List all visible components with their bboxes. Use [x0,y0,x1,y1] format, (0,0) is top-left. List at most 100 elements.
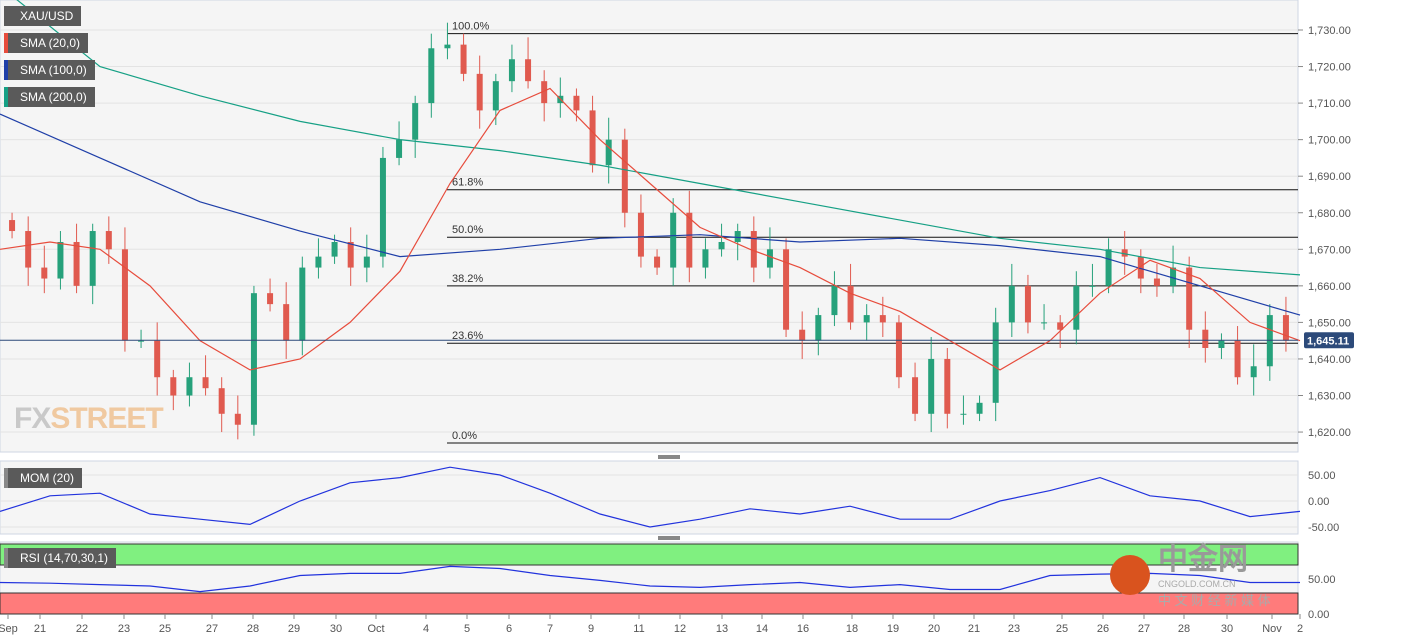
candle-body [863,315,870,323]
sma100-line [0,113,1301,316]
y-tick-label: 1,660.00 [1308,281,1351,293]
candle-body [573,95,580,111]
legend-mom[interactable]: MOM (20) [4,468,82,488]
candle-body [492,81,499,111]
candle-body [396,139,403,158]
candle-body [412,103,419,140]
x-tick-label: 5 [464,623,470,635]
candle-body [234,413,241,425]
candle-body [508,59,515,82]
candle-body [363,256,370,268]
x-tick-label: 12 [674,623,686,635]
x-tick-label: 2 [1297,623,1303,635]
x-tick-label: 30 [1221,623,1233,635]
candle-body [847,285,854,323]
symbol-label[interactable]: XAU/USD [4,6,82,26]
candle-body [1057,322,1064,330]
candle-body [73,241,80,286]
x-tick-label: 16 [797,623,809,635]
fib-label: 61.8% [452,177,483,189]
resize-handle-1[interactable] [658,455,680,459]
candle-body [1041,322,1048,324]
candle-body [750,231,757,268]
x-tick-label: 13 [716,623,728,635]
x-tick-label: Nov [1262,623,1282,635]
x-tick-label: 23 [1008,623,1020,635]
y-tick-label: 1,630.00 [1308,391,1351,403]
candle-body [670,212,677,268]
candle-body [944,358,951,414]
legend-sma100[interactable]: SMA (100,0) [4,60,95,80]
candle-body [831,285,838,316]
candle-body [960,413,967,415]
y-tick-label: 1,720.00 [1308,62,1351,74]
mom-tick-label: 0.00 [1308,496,1329,508]
candle-body [976,402,983,414]
fib-label: 100.0% [452,21,490,33]
candle-body [1105,249,1112,286]
x-tick-label: 18 [846,623,858,635]
mom-tick-label: 50.00 [1308,470,1336,482]
fxstreet-watermark: FXSTREET [14,402,164,435]
candle-body [428,48,435,104]
rsi-tick-label: 0.00 [1308,609,1329,621]
x-tick-label: 28 [247,623,259,635]
cngold-watermark: 中金网 CNGOLD.COM.CN 中 文 财 经 新 媒 体 [1110,543,1290,611]
y-tick-label: 1,650.00 [1308,317,1351,329]
candle-body [57,241,64,279]
candle-body [9,220,16,232]
legend-sma200[interactable]: SMA (200,0) [4,87,95,107]
x-tick-label: 21 [968,623,980,635]
candle-body [170,377,177,396]
x-tick-label: 25 [1056,623,1068,635]
y-tick-label: 1,710.00 [1308,98,1351,110]
candle-body [331,241,338,257]
x-tick-label: 21 [34,623,46,635]
rsi-tick-label: 50.00 [1308,574,1336,586]
fib-label: 23.6% [452,330,483,342]
candle-body [1024,285,1031,323]
mom-tick-label: -50.00 [1308,522,1339,534]
x-tick-label: 30 [330,623,342,635]
candle-body [202,377,209,389]
candle-body [1089,285,1096,287]
y-tick-label: 1,620.00 [1308,427,1351,439]
candle-body [718,241,725,250]
candle-body [41,267,48,279]
y-tick-label: 1,680.00 [1308,208,1351,220]
candle-body [1234,340,1241,378]
main-panel [0,0,1299,453]
y-tick-label: 1,700.00 [1308,135,1351,147]
candle-body [121,249,128,341]
candle-body [637,212,644,257]
x-tick-label: Oct [367,623,384,635]
candle-body [1170,267,1177,286]
candle-body [1282,315,1289,341]
candle-body [879,315,886,323]
candle-body [815,315,822,341]
x-tick-label: 23 [118,623,130,635]
candle-body [702,249,709,268]
x-tick-label: 26 [1097,623,1109,635]
candle-body [734,231,741,242]
candle-body [686,212,693,268]
rsi-overbought-band [0,543,1299,566]
candle-body [267,293,274,305]
x-tick-label: 27 [1138,623,1150,635]
candle-body [992,322,999,403]
legend-sma20[interactable]: SMA (20,0) [4,33,89,53]
cngold-title: 中金网 [1158,543,1248,576]
candle-body [476,73,483,111]
candle-body [1121,249,1128,257]
candle-body [541,81,548,104]
candle-body [1186,267,1193,330]
resize-handle-2[interactable] [658,536,680,540]
y-tick-label: 1,670.00 [1308,244,1351,256]
candle-body [783,249,790,330]
candle-body [218,388,225,414]
candle-body [1218,340,1225,348]
legend-rsi[interactable]: RSI (14,70,30,1) [4,548,117,568]
candle-body [186,377,193,396]
x-tick-label: 29 [288,623,300,635]
candle-body [1137,256,1144,279]
